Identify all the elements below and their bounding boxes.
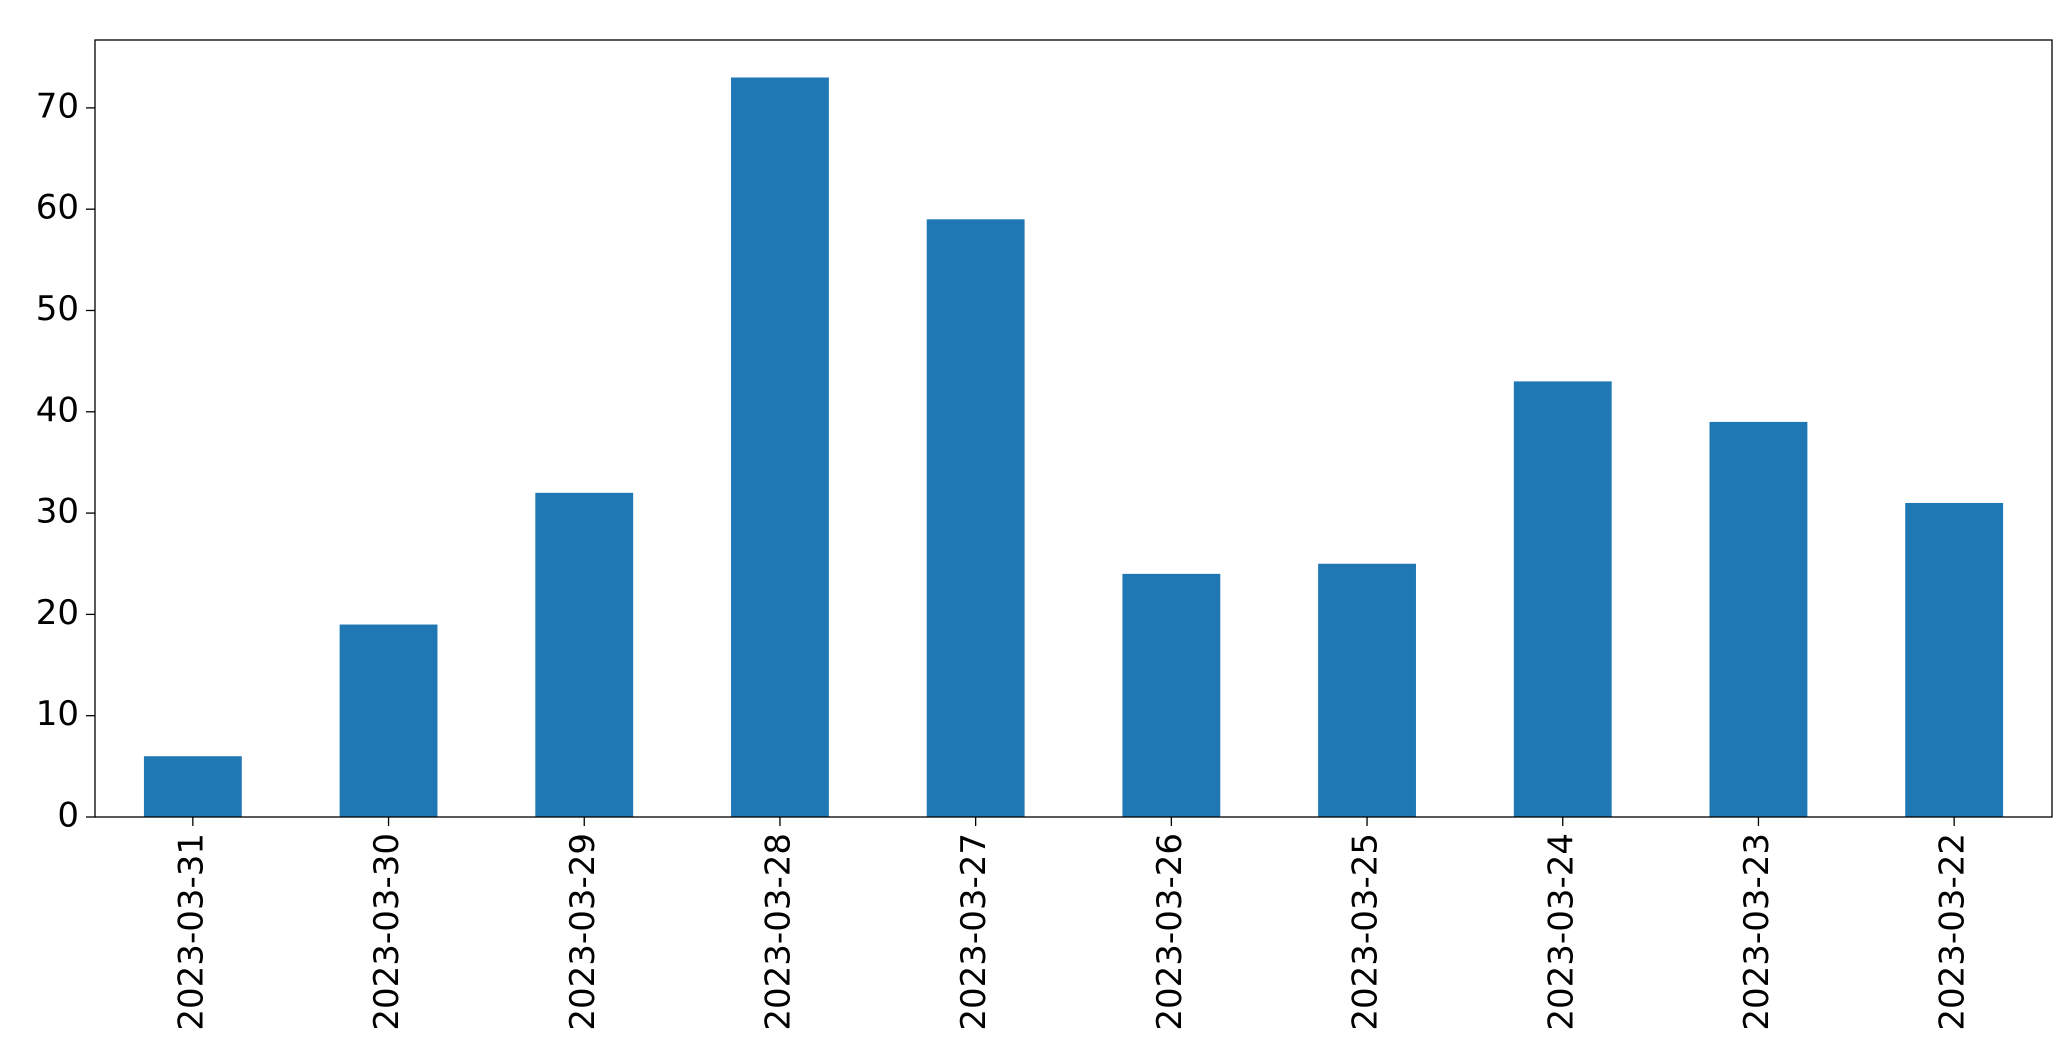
- y-tick-label: 30: [36, 492, 79, 532]
- bar: [1905, 502, 2004, 817]
- y-tick-label: 0: [57, 796, 79, 836]
- bar: [339, 624, 438, 817]
- y-tick-label: 70: [36, 86, 79, 126]
- x-tick-label: 2023-03-28: [758, 833, 798, 1031]
- x-tick-label: 2023-03-30: [367, 833, 407, 1031]
- bar: [143, 756, 242, 817]
- x-tick-label: 2023-03-26: [1150, 833, 1190, 1031]
- bar: [1709, 421, 1808, 817]
- plot-frame: [94, 39, 2053, 818]
- bar: [1122, 573, 1221, 817]
- x-tick-label: 2023-03-25: [1346, 833, 1386, 1031]
- x-tick-label: 2023-03-22: [1933, 833, 1973, 1031]
- bar: [1318, 563, 1416, 817]
- x-tick-label: 2023-03-24: [1541, 833, 1581, 1031]
- y-tick-label: 10: [36, 694, 79, 734]
- y-tick-label: 40: [36, 390, 79, 430]
- bar: [535, 492, 634, 817]
- bar: [926, 219, 1025, 818]
- y-tick-label: 20: [36, 593, 79, 633]
- x-tick-label: 2023-03-29: [563, 833, 603, 1031]
- x-tick-label: 2023-03-31: [171, 833, 211, 1031]
- x-tick-label: 2023-03-23: [1737, 833, 1777, 1031]
- bar: [731, 77, 829, 817]
- x-tick-label: 2023-03-27: [954, 833, 994, 1031]
- y-tick-label: 60: [36, 188, 79, 228]
- bar: [1513, 381, 1612, 817]
- y-tick-label: 50: [36, 289, 79, 329]
